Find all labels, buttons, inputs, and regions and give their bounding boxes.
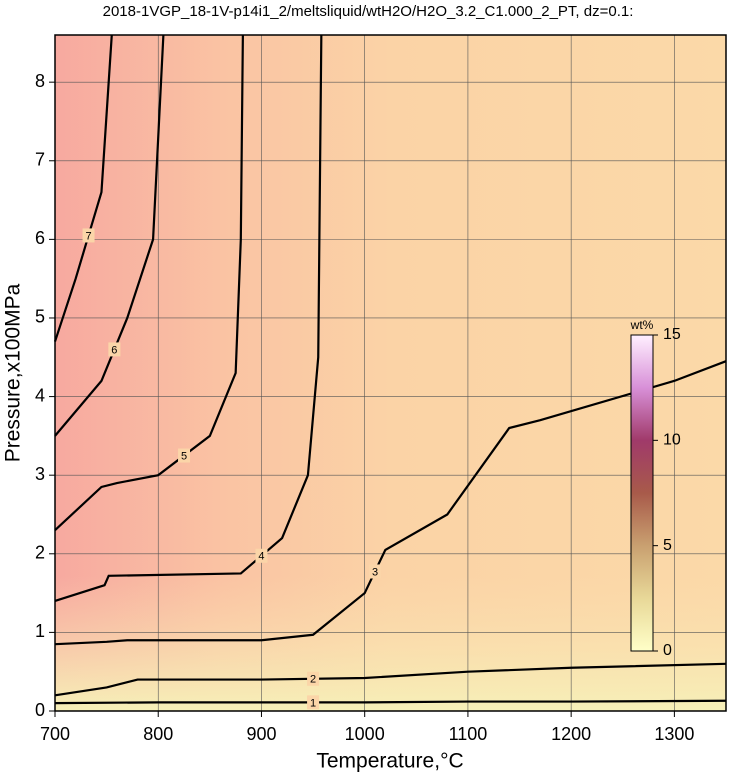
plot-frame — [54, 34, 727, 712]
x-tick-label: 1300 — [654, 724, 694, 744]
x-tick-label: 1200 — [551, 724, 591, 744]
chart-title: 2018-1VGP_18-1V-p14i1_2/meltsliquid/wtH2… — [103, 3, 634, 20]
contour-label: 5 — [181, 450, 187, 462]
colorbar-tick-label: 10 — [663, 432, 681, 449]
y-tick-label: 2 — [35, 543, 45, 563]
colorbar-tick-label: 15 — [663, 326, 681, 343]
y-axis-label: Pressure,x100MPa — [2, 283, 25, 462]
contour-label: 4 — [258, 551, 264, 563]
contour-label-bg — [82, 228, 95, 243]
contour-label: 3 — [372, 566, 378, 578]
x-tick-label: 700 — [40, 724, 70, 744]
x-tick-label: 1000 — [345, 724, 385, 744]
y-tick-label: 1 — [35, 621, 45, 641]
y-tick-label: 8 — [35, 71, 45, 91]
plot-shade — [55, 35, 726, 711]
y-tick-label: 4 — [35, 385, 45, 405]
contour-label-bg — [178, 448, 191, 463]
y-tick-label: 6 — [35, 228, 45, 248]
y-tick-label: 3 — [35, 464, 45, 484]
contour-label: 1 — [310, 697, 316, 709]
contour-line — [54, 34, 165, 437]
colorbar-tick-label: 0 — [663, 642, 672, 659]
contour-label: 2 — [310, 674, 316, 686]
contour-label-bg — [369, 564, 382, 579]
contour-line — [54, 699, 727, 705]
x-tick-label: 900 — [246, 724, 276, 744]
y-tick-label: 7 — [35, 150, 45, 170]
y-tick-label: 0 — [35, 700, 45, 720]
x-tick-label: 800 — [143, 724, 173, 744]
contour-label-bg — [255, 548, 268, 563]
contour-label: 7 — [85, 230, 91, 242]
colorbar-title: wt% — [630, 318, 654, 332]
x-axis-label: Temperature,°C — [316, 750, 463, 773]
colorbar — [630, 334, 654, 652]
contour-label-bg — [307, 695, 320, 710]
contour-label-bg — [307, 671, 320, 686]
x-tick-label: 1100 — [449, 724, 488, 744]
y-tick-label: 5 — [35, 307, 45, 327]
contour-label-bg — [108, 342, 121, 357]
colorbar-tick-label: 5 — [663, 537, 672, 554]
contour-label: 6 — [111, 344, 117, 356]
